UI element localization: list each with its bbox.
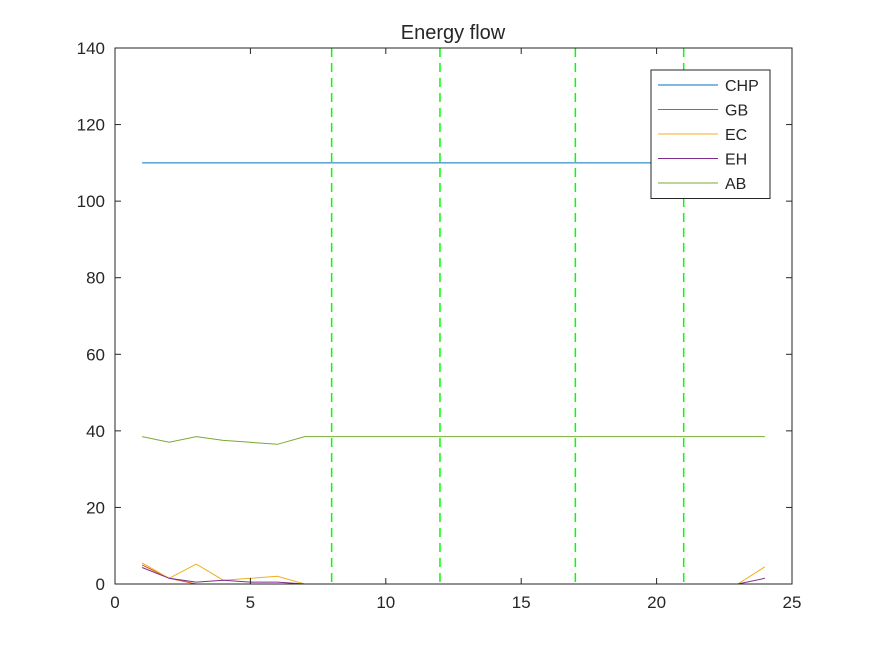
y-tick-label: 100 [77, 192, 105, 211]
x-tick-label: 15 [512, 593, 531, 612]
x-axis: 0 5 10 15 20 25 [110, 48, 801, 612]
legend-label-chp: CHP [725, 78, 759, 95]
legend-label-eh: EH [725, 152, 747, 169]
y-tick-label: 60 [86, 345, 105, 364]
legend-label-gb: GB [725, 103, 748, 120]
y-tick-label: 120 [77, 116, 105, 135]
legend: CHP GB EC EH AB [650, 69, 771, 199]
x-tick-label: 5 [246, 593, 255, 612]
y-tick-label: 80 [86, 269, 105, 288]
y-tick-label: 20 [86, 498, 105, 517]
y-tick-label: 40 [86, 422, 105, 441]
x-tick-label: 10 [376, 593, 395, 612]
plot-frame [114, 47, 793, 585]
x-tick-label: 0 [110, 593, 119, 612]
x-tick-label: 25 [783, 593, 802, 612]
y-tick-label: 0 [96, 575, 105, 594]
x-tick-label: 20 [647, 593, 666, 612]
chart-title: Energy flow [401, 22, 506, 44]
y-tick-label: 140 [77, 39, 105, 58]
y-axis: 0 20 40 60 80 100 120 140 [77, 39, 792, 594]
legend-label-ec: EC [725, 127, 747, 144]
legend-label-ab: AB [725, 176, 746, 193]
series-line-ab [141, 436, 765, 445]
